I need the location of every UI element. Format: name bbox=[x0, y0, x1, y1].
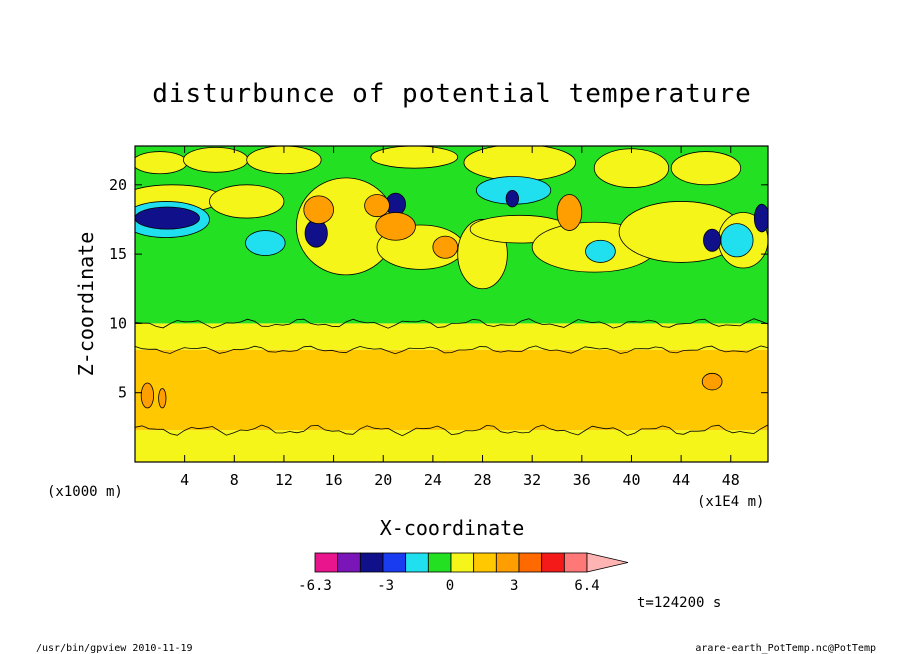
contour-feature bbox=[701, 372, 723, 391]
contour-line bbox=[135, 424, 768, 437]
plot-area bbox=[135, 146, 768, 462]
colorbar-extension bbox=[586, 552, 629, 573]
x-tick-label: 40 bbox=[622, 471, 640, 489]
contour-feature bbox=[135, 151, 188, 175]
x-tick-label: 48 bbox=[722, 471, 740, 489]
contour-feature bbox=[670, 151, 742, 186]
contour-lines bbox=[135, 318, 768, 437]
x-tick-label: 4 bbox=[180, 471, 189, 489]
contour-feature bbox=[556, 194, 583, 231]
y-tick-label: 15 bbox=[109, 245, 127, 263]
x-axis-label: X-coordinate bbox=[380, 516, 525, 540]
x-tick-label: 44 bbox=[672, 471, 690, 489]
contour-feature bbox=[593, 148, 670, 188]
contour-feature bbox=[720, 223, 754, 258]
y-tick-label: 20 bbox=[109, 176, 127, 194]
y-axis-ticks: 5 10 15 20 bbox=[109, 176, 768, 402]
y-tick-label: 5 bbox=[118, 384, 127, 402]
contour-feature bbox=[303, 195, 334, 225]
contour-feature bbox=[158, 388, 167, 409]
contour-feature bbox=[375, 212, 416, 241]
time-label: t=124200 s bbox=[637, 595, 721, 611]
colorbar-label: 0 bbox=[446, 578, 454, 594]
colorbar-swatch bbox=[563, 552, 588, 573]
contour-feature bbox=[370, 146, 459, 169]
x-unit-label: (x1E4 m) bbox=[697, 494, 764, 510]
x-tick-label: 8 bbox=[230, 471, 239, 489]
contour-feature bbox=[364, 194, 390, 218]
colorbar-tick-labels: -6.3 -3 0 3 6.4 bbox=[298, 578, 600, 594]
y-tick-label: 10 bbox=[109, 314, 127, 332]
contour-feature bbox=[183, 146, 249, 173]
colorbar-swatch bbox=[427, 552, 452, 573]
contour-feature bbox=[432, 235, 459, 259]
footer-right: arare-earth_PotTemp.nc@PotTemp bbox=[695, 643, 876, 654]
contour-feature bbox=[209, 184, 285, 219]
x-tick-label: 32 bbox=[523, 471, 541, 489]
colorbar-swatch bbox=[473, 552, 497, 573]
x-tick-label: 36 bbox=[573, 471, 591, 489]
colorbar bbox=[314, 552, 629, 573]
colorbar-swatch bbox=[495, 552, 520, 573]
chart-title: disturbunce of potential temperature bbox=[152, 79, 752, 109]
contour-feature bbox=[585, 239, 616, 263]
contour-band bbox=[135, 430, 768, 462]
plot-frame bbox=[134, 145, 769, 463]
colorbar-swatch bbox=[405, 552, 429, 573]
colorbar-swatch bbox=[450, 552, 475, 573]
contour-feature bbox=[505, 189, 519, 208]
colorbar-label: 6.4 bbox=[574, 578, 599, 594]
x-tick-label: 20 bbox=[374, 471, 392, 489]
x-tick-label: 16 bbox=[325, 471, 343, 489]
contour-feature bbox=[140, 382, 155, 409]
colorbar-label: -6.3 bbox=[298, 578, 332, 594]
footer-left: /usr/bin/gpview 2010-11-19 bbox=[36, 643, 193, 654]
x-tick-label: 12 bbox=[275, 471, 293, 489]
x-axis-ticks: 4 8 12 16 20 24 28 32 36 40 44 48 bbox=[180, 146, 740, 489]
contour-feature bbox=[135, 206, 200, 230]
contour-feature bbox=[753, 203, 768, 233]
contour-band bbox=[135, 323, 768, 350]
contour-line bbox=[135, 345, 768, 355]
colorbar-label: 3 bbox=[510, 578, 518, 594]
colorbar-swatch bbox=[337, 552, 361, 573]
colorbar-swatch bbox=[359, 552, 384, 573]
colorbar-swatch bbox=[382, 552, 407, 573]
y-unit-label: (x1000 m) bbox=[47, 484, 123, 500]
contour-features bbox=[135, 146, 768, 409]
y-axis-label: Z-coordinate bbox=[74, 232, 98, 377]
contour-band bbox=[135, 349, 768, 431]
contour-line bbox=[135, 318, 768, 329]
contour-feature bbox=[246, 146, 322, 175]
colorbar-swatch bbox=[518, 552, 543, 573]
colorbar-swatch bbox=[541, 552, 565, 573]
x-tick-label: 24 bbox=[424, 471, 442, 489]
contour-feature bbox=[245, 230, 286, 256]
colorbar-swatch bbox=[314, 552, 339, 573]
contour-feature bbox=[703, 228, 722, 252]
contour-feature bbox=[463, 146, 577, 182]
x-tick-label: 28 bbox=[473, 471, 491, 489]
colorbar-label: -3 bbox=[377, 578, 394, 594]
